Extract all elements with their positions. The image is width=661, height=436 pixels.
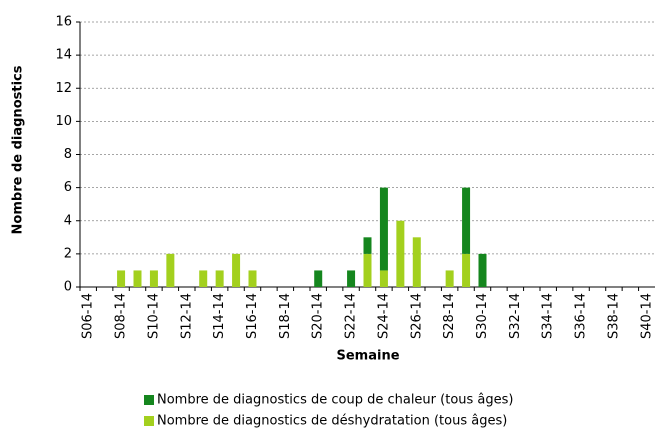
x-tick-label: S06-14 — [81, 293, 96, 339]
bar-segment — [462, 253, 471, 287]
x-tick-label: S30-14 — [475, 293, 490, 339]
bar-segment — [149, 270, 158, 287]
x-tick-label: S10-14 — [146, 293, 161, 339]
y-tick-label: 12 — [55, 81, 72, 96]
bar-segment — [478, 253, 487, 287]
x-tick-label: S20-14 — [311, 293, 326, 339]
y-axis-label: Nombre de diagnostics — [11, 65, 26, 234]
bar-segment — [133, 270, 142, 287]
x-tick-label: S22-14 — [344, 293, 359, 339]
y-tick-label: 6 — [64, 180, 72, 195]
x-tick-label: S18-14 — [278, 293, 293, 339]
bar-segment — [379, 187, 388, 271]
bar-segment — [396, 220, 405, 287]
x-tick-label: S34-14 — [541, 293, 556, 339]
bar-segment — [347, 270, 356, 287]
legend-swatch — [144, 416, 154, 426]
bar-segment — [215, 270, 224, 287]
bar-segment — [445, 270, 454, 287]
bar-segment — [248, 270, 257, 287]
bar-segment — [117, 270, 126, 287]
bar-segment — [379, 270, 388, 287]
bar-segment — [363, 237, 372, 254]
bar-segment — [462, 187, 471, 254]
x-tick-label: S14-14 — [212, 293, 227, 339]
x-tick-label: S12-14 — [179, 293, 194, 339]
bar-segment — [412, 237, 421, 287]
bar-segment — [314, 270, 323, 287]
bar-segment — [199, 270, 208, 287]
y-tick-label: 16 — [55, 15, 72, 30]
x-tick-label: S40-14 — [639, 293, 654, 339]
x-tick-label: S08-14 — [114, 293, 129, 339]
y-tick-label: 0 — [64, 280, 72, 295]
y-tick-label: 14 — [55, 48, 72, 63]
y-tick-label: 8 — [64, 147, 72, 162]
y-tick-label: 2 — [64, 246, 72, 261]
x-tick-label: S28-14 — [442, 293, 457, 339]
legend-label: Nombre de diagnostics de coup de chaleur… — [157, 393, 513, 408]
bar-segment — [363, 253, 372, 287]
x-tick-label: S26-14 — [409, 293, 424, 339]
legend-swatch — [144, 395, 154, 405]
y-tick-label: 4 — [64, 213, 72, 228]
x-axis-label: Semaine — [336, 349, 399, 364]
x-tick-label: S36-14 — [574, 293, 589, 339]
x-tick-label: S38-14 — [606, 293, 621, 339]
bar-segment — [232, 253, 241, 287]
x-tick-label: S32-14 — [508, 293, 523, 339]
y-tick-label: 10 — [55, 114, 72, 129]
bar-segment — [166, 253, 175, 287]
x-tick-label: S16-14 — [245, 293, 260, 339]
legend-label: Nombre de diagnostics de déshydratation … — [157, 414, 507, 429]
x-tick-label: S24-14 — [376, 293, 391, 339]
